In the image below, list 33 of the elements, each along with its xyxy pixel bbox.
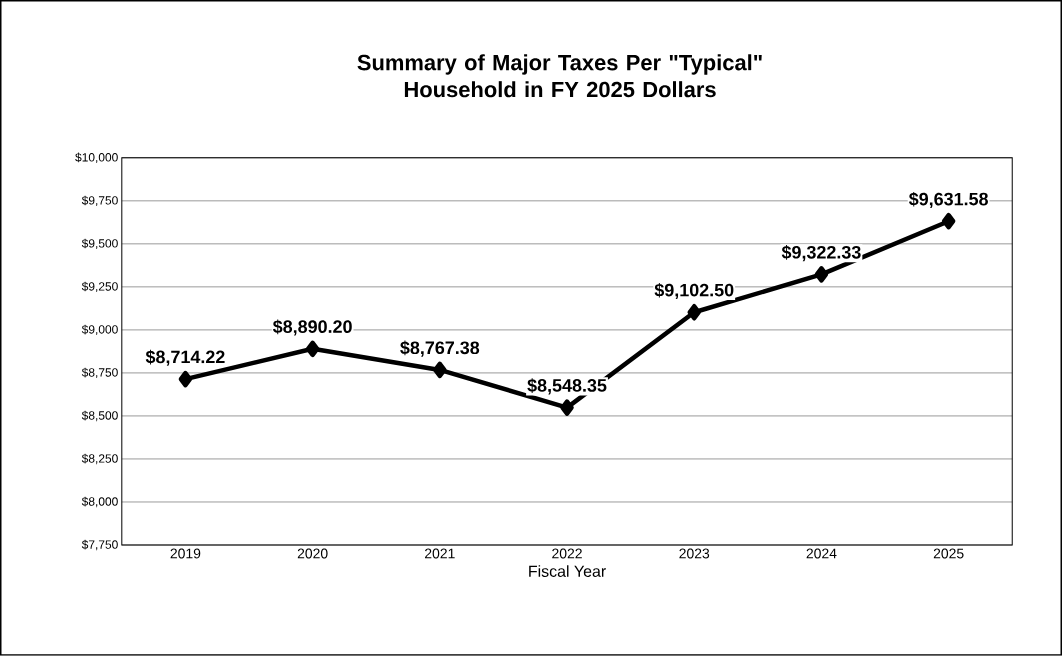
point xyxy=(433,361,447,379)
y-tick-label: $8,000 xyxy=(81,496,118,508)
y-tick-label: $9,750 xyxy=(81,195,118,207)
data-label: $8,548.35 xyxy=(527,378,607,395)
x-tick-label: 2019 xyxy=(170,548,201,559)
x-axis-title: Fiscal Year xyxy=(529,565,606,578)
point xyxy=(814,266,829,283)
point xyxy=(305,340,320,358)
y-tick-label: $10,000 xyxy=(75,152,118,164)
data-label: $8,767.38 xyxy=(400,340,480,357)
point xyxy=(687,304,701,321)
data-label: $8,714.22 xyxy=(145,349,225,366)
point xyxy=(560,399,574,416)
x-tick-label: 2025 xyxy=(933,548,964,559)
data-label: $8,890.20 xyxy=(272,319,352,336)
x-tick-label: 2021 xyxy=(425,548,455,559)
x-tick-label: 2024 xyxy=(806,548,837,559)
data-label: $9,102.50 xyxy=(654,283,734,300)
point xyxy=(178,370,193,388)
y-tick-label: $9,000 xyxy=(81,324,118,336)
data-label: $9,631.58 xyxy=(908,192,988,209)
x-tick-label: 2022 xyxy=(552,548,582,559)
y-tick-label: $9,250 xyxy=(81,281,118,293)
y-tick-label: $8,500 xyxy=(81,410,118,422)
data-label: $9,322.33 xyxy=(781,245,861,262)
x-tick-label: 2023 xyxy=(679,548,710,559)
x-tick-label: 2020 xyxy=(297,548,328,559)
y-tick-label: $9,500 xyxy=(81,238,118,250)
y-tick-label: $8,750 xyxy=(81,367,118,379)
chart-title: Summary of Major Taxes Per "Typical" Household in FY 2025 Dollars xyxy=(357,54,762,98)
y-tick-label: $8,250 xyxy=(81,453,118,465)
y-tick-label: $7,750 xyxy=(81,539,118,551)
point xyxy=(941,213,956,230)
